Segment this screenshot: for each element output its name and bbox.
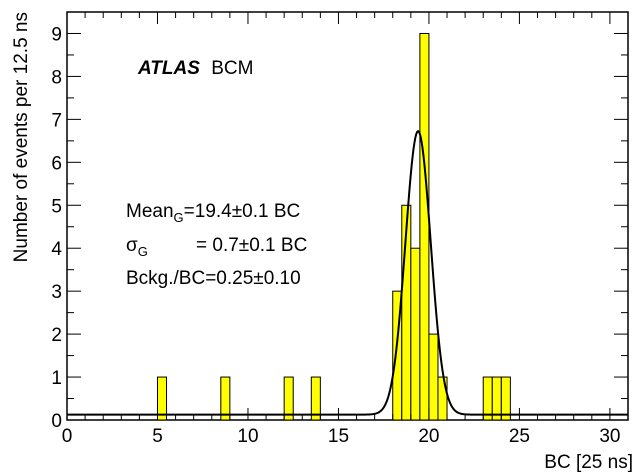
histogram-bar (437, 376, 448, 421)
histogram-bar (482, 376, 493, 421)
fit-mean-label: MeanG=19.4±0.1 BC (126, 201, 300, 225)
fit-mean-value: =19.4±0.1 BC (184, 201, 301, 222)
experiment-name: ATLAS (137, 58, 200, 79)
x-tick-label: 25 (509, 426, 530, 447)
y-tick-label: 1 (51, 368, 62, 389)
x-tick-label: 20 (418, 426, 439, 447)
histogram-bar (310, 376, 321, 421)
y-tick-label: 2 (51, 325, 62, 346)
histogram-bar (419, 32, 430, 421)
histogram-bar (156, 376, 168, 421)
fit-sigma-base: σ (126, 235, 138, 256)
y-tick-label: 8 (51, 67, 62, 88)
x-axis-title: BC [25 ns] (544, 452, 633, 473)
fit-mean-sub: G (174, 210, 184, 225)
x-tick-label: 5 (152, 426, 163, 447)
histogram-bar (428, 333, 439, 421)
fit-sigma-value: = 0.7±0.1 BC (196, 235, 307, 256)
plot-frame (66, 11, 629, 421)
y-tick-label: 0 (51, 411, 62, 432)
detector-name: BCM (211, 58, 253, 79)
histogram-bar (491, 376, 502, 421)
fit-mean-base: Mean (126, 201, 174, 222)
fit-background-label: Bckg./BC=0.25±0.10 (126, 268, 301, 289)
y-tick-label: 7 (51, 110, 62, 131)
fit-sigma-label: σG = 0.7±0.1 BC (126, 235, 307, 259)
histogram-bar (500, 376, 511, 421)
fit-sigma-sub: G (138, 244, 148, 259)
x-axis-ticks: 0 5 10 15 20 25 30 (62, 12, 629, 447)
gaussian-fit-curve (67, 129, 628, 416)
experiment-label: ATLAS BCM (137, 58, 253, 79)
y-tick-label: 5 (51, 196, 62, 217)
x-tick-label: 0 (62, 426, 73, 447)
y-axis-title: Number of events per 12.5 ns (11, 12, 32, 262)
x-tick-label: 30 (599, 426, 620, 447)
x-tick-label: 10 (237, 426, 258, 447)
x-tick-label: 15 (328, 426, 349, 447)
histogram-bar (283, 376, 294, 421)
y-tick-label: 6 (51, 153, 62, 174)
y-tick-label: 4 (51, 239, 62, 260)
histogram-bar (410, 247, 421, 421)
y-tick-label: 9 (51, 24, 62, 45)
histogram-bars (156, 32, 511, 421)
y-tick-label: 3 (51, 282, 62, 303)
histogram-bar (220, 376, 231, 421)
y-axis-ticks: 0 1 2 3 4 5 6 7 8 9 (51, 11, 628, 432)
